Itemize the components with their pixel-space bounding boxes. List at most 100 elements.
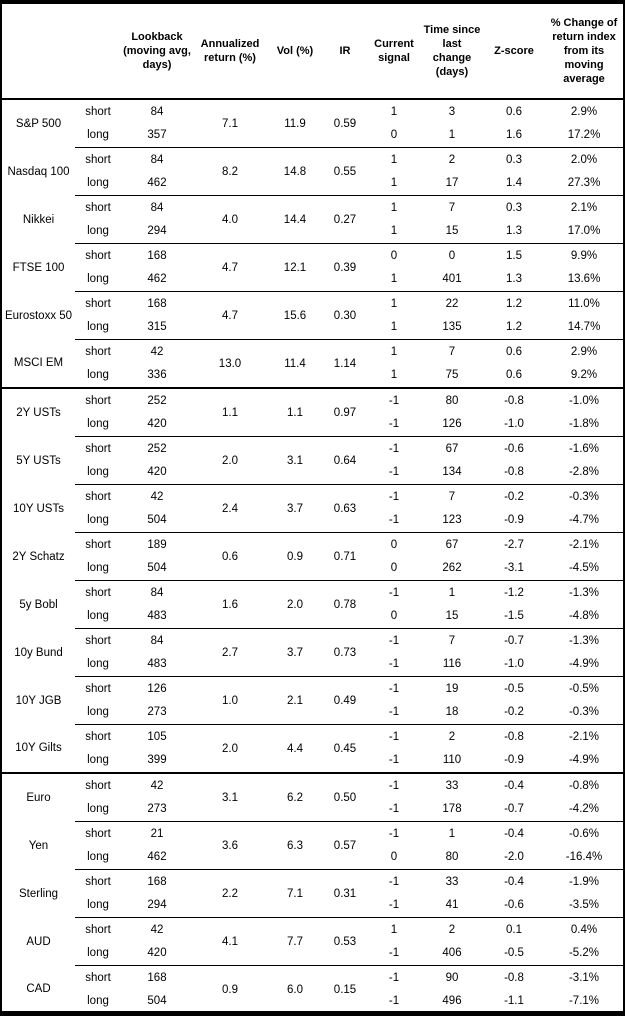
vol-value: 3.7 bbox=[267, 484, 323, 533]
current-signal-value: 1 bbox=[390, 321, 398, 334]
zscore-value: 1.6 bbox=[506, 129, 522, 142]
current-signal-value: 1 bbox=[390, 105, 398, 118]
table-row: long 315 1 135 1.2 14.7% bbox=[2, 316, 623, 340]
time-since-value: 67 bbox=[421, 436, 483, 461]
time-since-value: 7 bbox=[421, 628, 483, 653]
leg-label: long bbox=[87, 418, 109, 431]
lookback-value: 483 bbox=[147, 658, 167, 671]
asset-name: Euro bbox=[2, 772, 75, 822]
table-row: 10y Bund short 84 2.7 3.7 0.73 -1 7 -0.7 -1.3% bbox=[2, 628, 623, 677]
col-header-ir: IR bbox=[323, 4, 367, 100]
table-row: long 504 0 262 -3.1 -4.5% bbox=[2, 557, 623, 581]
zscore-value: -0.7 bbox=[504, 803, 524, 816]
ir-value: 0.78 bbox=[323, 580, 367, 629]
zscore-value: 1.3 bbox=[506, 273, 522, 286]
zscore-value: -2.7 bbox=[483, 532, 545, 557]
time-since-value: 67 bbox=[421, 532, 483, 557]
table-row: long 273 -1 178 -0.7 -4.2% bbox=[2, 798, 623, 822]
leg-label: short bbox=[75, 676, 121, 701]
pct-change-value: -0.5% bbox=[545, 676, 623, 701]
time-since-value: 1 bbox=[448, 129, 456, 142]
table-row: Yen short 21 3.6 6.3 0.57 -1 1 -0.4 -0.6% bbox=[2, 821, 623, 870]
annualized-return-value: 7.1 bbox=[222, 117, 238, 130]
time-since-value: 7 bbox=[421, 195, 483, 220]
table-row: Nikkei short 84 4.0 14.4 0.27 1 7 0.3 2.1% bbox=[2, 195, 623, 244]
asset-name: 10Y JGB bbox=[15, 694, 62, 707]
zscore-value: 1.5 bbox=[483, 243, 545, 268]
lookback-value: 357 bbox=[147, 129, 167, 142]
zscore-value: 1.4 bbox=[506, 177, 522, 190]
annualized-return-value: 4.0 bbox=[193, 195, 267, 244]
annualized-return-value: 0.9 bbox=[193, 965, 267, 1011]
time-since-value: 116 bbox=[442, 658, 462, 671]
zscore-value: 1.2 bbox=[506, 321, 522, 334]
lookback-value: 84 bbox=[121, 195, 193, 220]
lookback-value: 105 bbox=[121, 724, 193, 749]
zscore-value: -0.6 bbox=[483, 436, 545, 461]
leg-label: long bbox=[87, 321, 109, 334]
pct-change-value: -5.2% bbox=[568, 947, 600, 960]
pct-change-value: -4.9% bbox=[568, 658, 600, 671]
zscore-value: -0.7 bbox=[483, 628, 545, 653]
time-since-value: 19 bbox=[421, 676, 483, 701]
table-row: Euro short 42 3.1 6.2 0.50 -1 33 -0.4 -0.8% bbox=[2, 772, 623, 822]
pct-change-value: -2.8% bbox=[568, 466, 600, 479]
current-signal-value: -1 bbox=[367, 965, 421, 990]
time-since-value: 75 bbox=[445, 369, 459, 382]
current-signal-value: -1 bbox=[367, 676, 421, 701]
table-header: Lookback (moving avg, days) Annualized r… bbox=[2, 4, 623, 100]
col-header-zscore: Z-score bbox=[483, 4, 545, 100]
table-row: long 336 1 75 0.6 9.2% bbox=[2, 364, 623, 389]
zscore-value: 0.6 bbox=[506, 105, 522, 118]
ir-value: 0.55 bbox=[323, 147, 367, 196]
asset-name: Nikkei bbox=[22, 213, 55, 226]
leg-label: short bbox=[75, 869, 121, 894]
annualized-return-value: 3.6 bbox=[193, 821, 267, 870]
pct-change-value: -1.3% bbox=[545, 580, 623, 605]
pct-change-value: 2.1% bbox=[545, 195, 623, 220]
zscore-value: 0.1 bbox=[483, 917, 545, 942]
current-signal-value: 0 bbox=[390, 610, 398, 623]
pct-change-value: -7.1% bbox=[568, 995, 600, 1008]
pct-change-value: 14.7% bbox=[567, 321, 601, 334]
lookback-value: 483 bbox=[147, 610, 167, 623]
time-since-value: 2 bbox=[421, 147, 483, 172]
time-since-value: 7 bbox=[421, 339, 483, 364]
time-since-value: 80 bbox=[421, 387, 483, 413]
zscore-value: -1.5 bbox=[504, 610, 524, 623]
annualized-return-value: 3.1 bbox=[193, 772, 267, 822]
leg-label: short bbox=[75, 532, 121, 557]
trend-following-table: Lookback (moving avg, days) Annualized r… bbox=[2, 4, 623, 1011]
zscore-value: -1.1 bbox=[504, 995, 524, 1008]
pct-change-value: 11.0% bbox=[545, 291, 623, 316]
col-header-time-since: Time since last change (days) bbox=[421, 4, 483, 100]
leg-label: short bbox=[75, 291, 121, 316]
zscore-value: -3.1 bbox=[504, 562, 524, 575]
lookback-value: 336 bbox=[147, 369, 167, 382]
current-signal-value: -1 bbox=[388, 706, 400, 719]
time-since-value: 262 bbox=[442, 562, 462, 575]
col-header-vol: Vol (%) bbox=[267, 4, 323, 100]
pct-change-value: -0.3% bbox=[545, 484, 623, 509]
col-header-leg bbox=[75, 4, 121, 100]
pct-change-value: -1.6% bbox=[545, 436, 623, 461]
lookback-value: 294 bbox=[147, 899, 167, 912]
lookback-value: 42 bbox=[121, 484, 193, 509]
zscore-value: -0.4 bbox=[483, 821, 545, 846]
table-row: FTSE 100 short 168 4.7 12.1 0.39 0 0 1.5 9.9% bbox=[2, 243, 623, 292]
vol-value: 6.0 bbox=[267, 965, 323, 1011]
zscore-value: -0.8 bbox=[483, 965, 545, 990]
time-since-value: 90 bbox=[421, 965, 483, 990]
pct-change-value: 27.3% bbox=[567, 177, 601, 190]
pct-change-value: -1.3% bbox=[545, 628, 623, 653]
time-since-value: 1 bbox=[421, 580, 483, 605]
annualized-return-value: 2.7 bbox=[193, 628, 267, 677]
leg-label: long bbox=[87, 562, 109, 575]
annualized-return-value: 1.6 bbox=[193, 580, 267, 629]
current-signal-value: 1 bbox=[367, 917, 421, 942]
leg-label: short bbox=[75, 821, 121, 846]
table-row: Nasdaq 100 short 84 8.2 14.8 0.55 1 2 0.3 2.0% bbox=[2, 147, 623, 196]
table-row: 10Y Gilts short 105 2.0 4.4 0.45 -1 2 -0.8 -2.1% bbox=[2, 724, 623, 773]
table-row: long 420 -1 134 -0.8 -2.8% bbox=[2, 461, 623, 485]
annualized-return-value: 2.0 bbox=[193, 724, 267, 773]
